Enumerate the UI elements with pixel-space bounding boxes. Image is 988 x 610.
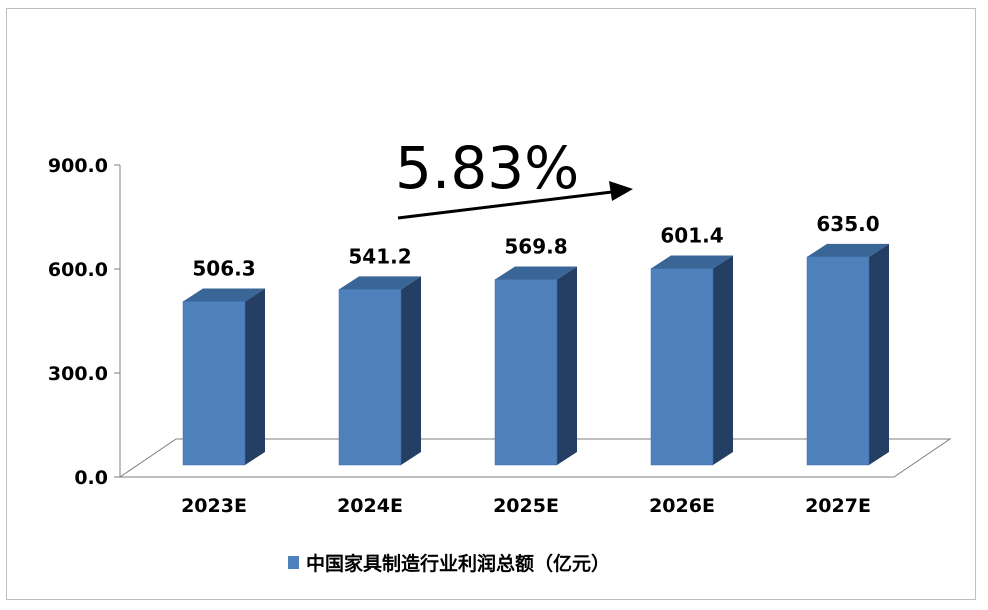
y-tick-label: 0.0 bbox=[74, 467, 108, 489]
x-tick-label: 2027E bbox=[805, 495, 871, 517]
legend: 中国家具制造行业利润总额（亿元） bbox=[288, 552, 610, 575]
bar-2026E bbox=[650, 255, 733, 466]
x-tick-label: 2026E bbox=[649, 495, 715, 517]
bar-top bbox=[495, 266, 577, 280]
x-tick-label: 2024E bbox=[337, 495, 403, 517]
growth-rate-label: 5.83% bbox=[395, 134, 579, 202]
legend-label: 中国家具制造行业利润总额（亿元） bbox=[306, 552, 610, 575]
bar-side bbox=[713, 255, 733, 465]
growth-annotation: 5.83% bbox=[395, 134, 633, 220]
x-tick-label: 2025E bbox=[493, 495, 559, 517]
bars bbox=[182, 243, 889, 466]
bar-side bbox=[245, 288, 265, 465]
bar-top bbox=[339, 276, 421, 290]
value-label: 635.0 bbox=[816, 212, 879, 236]
bar-top bbox=[183, 288, 265, 302]
bar-2025E bbox=[494, 266, 577, 466]
x-tick-label: 2023E bbox=[181, 495, 247, 517]
bar-top bbox=[651, 255, 733, 269]
bar-front bbox=[650, 268, 714, 466]
bar-front bbox=[806, 256, 870, 466]
y-tick-label: 600.0 bbox=[48, 259, 108, 281]
value-label: 601.4 bbox=[660, 224, 723, 248]
legend-swatch bbox=[288, 556, 299, 569]
value-label: 541.2 bbox=[348, 244, 411, 268]
bar-side bbox=[557, 266, 577, 465]
bar-front bbox=[494, 279, 558, 466]
value-label: 506.3 bbox=[192, 256, 255, 280]
bar-2024E bbox=[338, 276, 421, 466]
y-tick-label: 900.0 bbox=[48, 155, 108, 177]
data-labels: 506.3 2023E 541.2 2024E 569.8 2025E 601.4 2026E… bbox=[181, 212, 880, 517]
bar-front bbox=[338, 289, 402, 466]
bar-2027E bbox=[806, 243, 889, 466]
bar-front bbox=[182, 301, 246, 466]
bar-side bbox=[401, 276, 421, 465]
bar-side bbox=[869, 243, 889, 465]
growth-arrow-line bbox=[397, 190, 613, 220]
bar-2023E bbox=[182, 288, 265, 466]
growth-arrow-head bbox=[609, 181, 633, 201]
value-label: 569.8 bbox=[504, 234, 567, 258]
bar-top bbox=[807, 243, 889, 257]
y-tick-label: 300.0 bbox=[48, 363, 108, 385]
